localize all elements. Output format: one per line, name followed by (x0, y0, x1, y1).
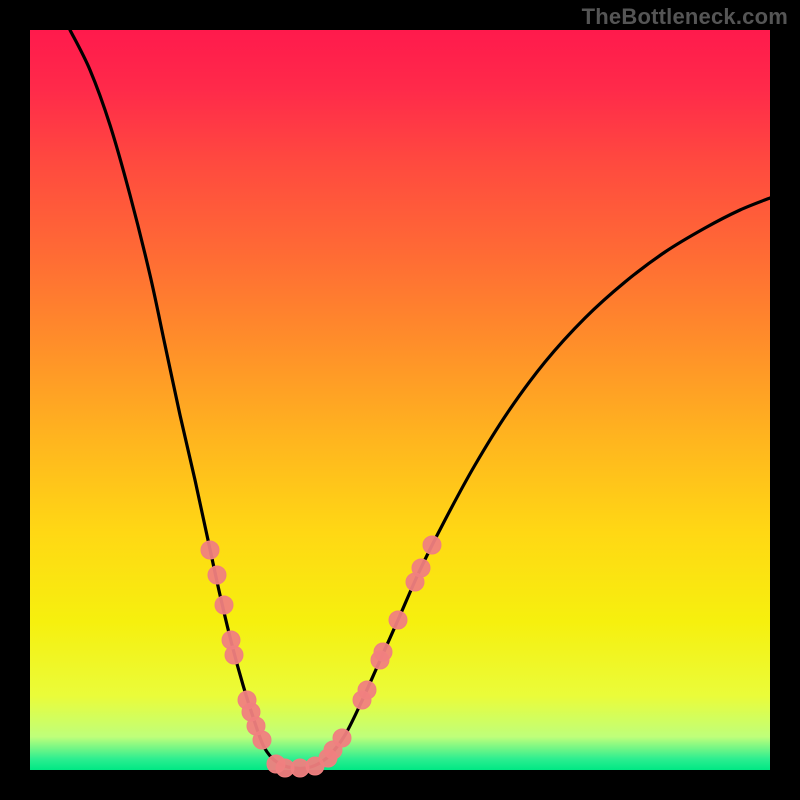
data-marker (215, 596, 233, 614)
data-marker (253, 731, 271, 749)
data-marker (423, 536, 441, 554)
data-marker (333, 729, 351, 747)
data-marker (412, 559, 430, 577)
data-marker (374, 643, 392, 661)
bottleneck-curve-chart (0, 0, 800, 800)
chart-frame: TheBottleneck.com (0, 0, 800, 800)
data-marker (389, 611, 407, 629)
data-marker (208, 566, 226, 584)
data-marker (358, 681, 376, 699)
data-marker (225, 646, 243, 664)
data-marker (201, 541, 219, 559)
chart-plot-area (30, 30, 770, 770)
